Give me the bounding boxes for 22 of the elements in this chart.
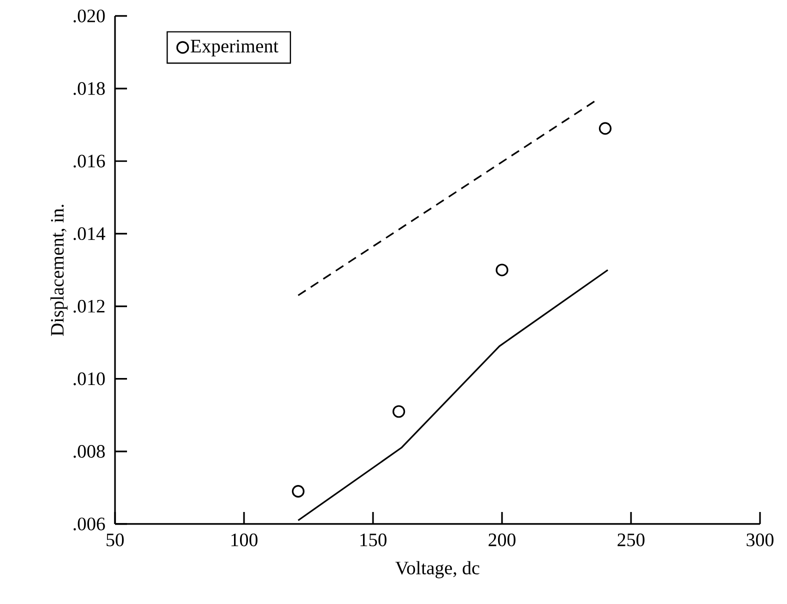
y-tick-label: .012 [74, 300, 104, 313]
y-tick-label: .008 [74, 444, 105, 458]
y-tick-label: .018 [74, 82, 105, 95]
y-tick-label: .014 [74, 227, 106, 240]
x-tick-label: 250 [618, 534, 644, 546]
y-tick-label: .010 [74, 372, 105, 386]
y-tick-label: .016 [74, 154, 105, 168]
x-axis-title: Voltage, dc [395, 561, 480, 578]
point [598, 122, 612, 135]
x-tick-label: 100 [231, 534, 258, 546]
point [496, 264, 508, 276]
x-tick-label: 300 [746, 534, 774, 546]
legend-label: Experiment [190, 40, 278, 56]
x-tick-label: 50 [106, 534, 124, 546]
point [392, 405, 406, 418]
x-tick-label: 150 [360, 534, 386, 546]
point [292, 485, 304, 498]
x-tick-label: 200 [488, 534, 516, 546]
y-axis-title: Displacement, in. [50, 204, 68, 336]
y-tick-label: .006 [74, 518, 105, 530]
line-series [297, 269, 609, 522]
y-tick-label: .020 [74, 10, 105, 22]
